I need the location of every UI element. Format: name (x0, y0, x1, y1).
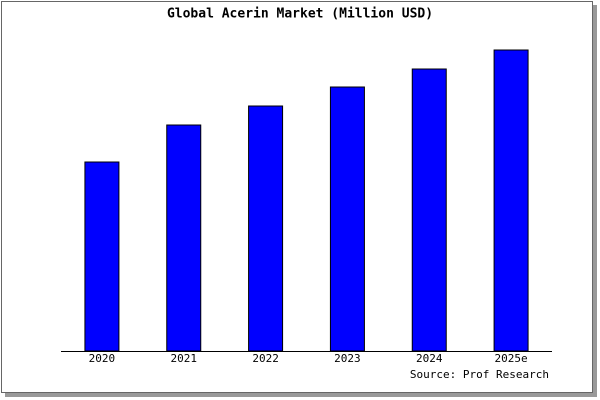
x-tick-label: 2020 (89, 352, 116, 365)
x-tick-label: 2022 (252, 352, 279, 365)
x-tick-label: 2021 (171, 352, 198, 365)
bar (411, 68, 447, 352)
chart-title: Global Acerin Market (Million USD) (167, 7, 433, 22)
bar (84, 161, 120, 352)
bar (248, 105, 284, 352)
x-tick-label: 2024 (416, 352, 443, 365)
bar (493, 49, 529, 352)
source: Source: Prof Research (410, 368, 549, 381)
x-tick-label: 2023 (334, 352, 361, 365)
bar (329, 86, 365, 352)
x-tick-label: 2025e (495, 352, 528, 365)
plot-area (61, 48, 552, 351)
bar (166, 124, 202, 352)
